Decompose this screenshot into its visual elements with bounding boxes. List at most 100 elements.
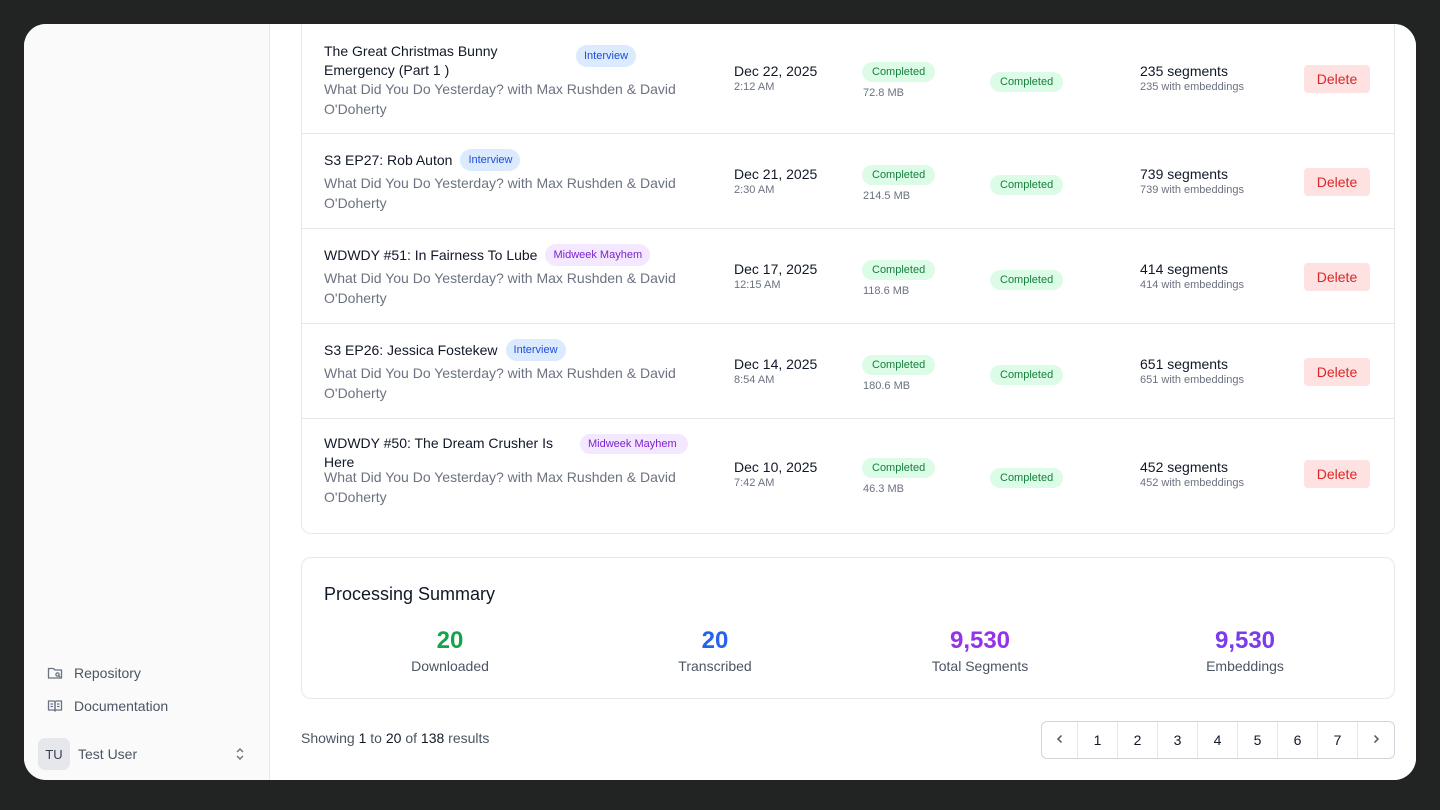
date-label: Dec 10, 2025 — [734, 459, 818, 475]
segment-count: 452 segments — [1140, 459, 1228, 475]
stat-downloaded: 20 Downloaded — [320, 626, 580, 674]
episode-title-cell: S3 EP27: Rob Auton Interview What Did Yo… — [324, 149, 690, 213]
status-badge: Completed — [862, 62, 936, 82]
segment-count: 235 segments — [1140, 63, 1228, 79]
podcast-name: What Did You Do Yesterday? with Max Rush… — [324, 81, 676, 117]
processing-summary: Processing Summary 20 Downloaded 20 Tran… — [301, 557, 1395, 699]
episode-title-cell: WDWDY #50: The Dream Crusher Is Here Mid… — [324, 434, 690, 507]
repository-icon — [46, 664, 64, 682]
avatar: TU — [38, 738, 70, 770]
published-date: Dec 14, 2025 8:54 AM — [734, 355, 817, 387]
user-menu[interactable]: TU Test User — [38, 737, 248, 771]
episode-title-cell: The Great Christmas Bunny Emergency (Par… — [324, 42, 690, 119]
sidebar-nav: Repository Documentation — [46, 656, 256, 722]
episode-title: S3 EP26: Jessica Fostekew — [324, 342, 498, 358]
podcast-name: What Did You Do Yesterday? with Max Rush… — [324, 270, 676, 306]
download-status: Completed 72.8 MB — [862, 62, 936, 99]
segments-info: 414 segments 414 with embeddings — [1140, 260, 1244, 292]
main-content: The Great Christmas Bunny Emergency (Par… — [270, 24, 1416, 780]
episode-title: S3 EP27: Rob Auton — [324, 152, 453, 168]
podcast-name: What Did You Do Yesterday? with Max Rush… — [324, 365, 676, 401]
prev-page-button[interactable] — [1042, 722, 1078, 758]
results-to-word: to — [370, 730, 382, 746]
delete-button[interactable]: Delete — [1304, 263, 1370, 291]
stat-label: Transcribed — [678, 658, 752, 674]
episode-title: WDWDY #51: In Fairness To Lube — [324, 247, 538, 263]
transcription-status: Completed — [990, 175, 1064, 195]
stat-value: 20 — [436, 627, 464, 654]
page-button-3[interactable]: 3 — [1158, 722, 1198, 758]
sidebar-link-repository[interactable]: Repository — [46, 656, 256, 689]
delete-button[interactable]: Delete — [1304, 460, 1370, 488]
podcast-name: What Did You Do Yesterday? with Max Rush… — [324, 469, 676, 505]
time-label: 12:15 AM — [734, 279, 781, 291]
delete-button[interactable]: Delete — [1304, 65, 1370, 93]
page-button-1[interactable]: 1 — [1078, 722, 1118, 758]
page-button-5[interactable]: 5 — [1238, 722, 1278, 758]
table-row[interactable]: The Great Christmas Bunny Emergency (Par… — [302, 24, 1394, 134]
episode-title-cell: WDWDY #51: In Fairness To Lube Midweek M… — [324, 244, 690, 308]
podcast-name: What Did You Do Yesterday? with Max Rush… — [324, 175, 676, 211]
user-name: Test User — [78, 746, 138, 762]
status-badge: Completed — [990, 175, 1064, 195]
status-badge: Completed — [990, 468, 1064, 488]
status-badge: Completed — [862, 165, 936, 185]
table-row[interactable]: WDWDY #51: In Fairness To Lube Midweek M… — [302, 229, 1394, 324]
segments-info: 235 segments 235 with embeddings — [1140, 62, 1244, 94]
segments-info: 739 segments 739 with embeddings — [1140, 165, 1244, 197]
transcription-status: Completed — [990, 365, 1064, 385]
delete-button[interactable]: Delete — [1304, 168, 1370, 196]
book-icon — [46, 697, 64, 715]
stat-value: 9,530 — [949, 627, 1011, 654]
stat-value: 20 — [701, 627, 729, 654]
time-label: 7:42 AM — [734, 477, 775, 489]
stat-label: Downloaded — [411, 658, 489, 674]
file-size: 72.8 MB — [863, 87, 904, 99]
status-badge: Completed — [990, 270, 1064, 290]
sidebar-link-label: Documentation — [74, 697, 169, 714]
stat-total-segments: 9,530 Total Segments — [850, 626, 1110, 674]
page-button-2[interactable]: 2 — [1118, 722, 1158, 758]
published-date: Dec 22, 2025 2:12 AM — [734, 62, 817, 94]
embedding-count: 414 with embeddings — [1140, 279, 1244, 291]
chevron-left-icon — [1053, 732, 1067, 749]
segments-info: 651 segments 651 with embeddings — [1140, 355, 1244, 387]
file-size: 180.6 MB — [863, 380, 911, 392]
table-row[interactable]: S3 EP27: Rob Auton Interview What Did Yo… — [302, 134, 1394, 229]
table-row[interactable]: WDWDY #50: The Dream Crusher Is Here Mid… — [302, 419, 1394, 533]
transcription-status: Completed — [990, 270, 1064, 290]
page-button-6[interactable]: 6 — [1278, 722, 1318, 758]
chevron-up-down-icon — [232, 746, 248, 762]
delete-button[interactable]: Delete — [1304, 358, 1370, 386]
status-badge: Completed — [990, 365, 1064, 385]
sidebar-link-documentation[interactable]: Documentation — [46, 689, 256, 722]
embedding-count: 651 with embeddings — [1140, 374, 1244, 386]
stat-transcribed: 20 Transcribed — [585, 626, 845, 674]
next-page-button[interactable] — [1358, 722, 1394, 758]
episode-title-cell: S3 EP26: Jessica Fostekew Interview What… — [324, 339, 690, 403]
results-count: Showing 1 to 20 of 138 results — [301, 730, 489, 746]
table-row[interactable]: S3 EP26: Jessica Fostekew Interview What… — [302, 324, 1394, 419]
embedding-count: 235 with embeddings — [1140, 81, 1244, 93]
transcription-status: Completed — [990, 72, 1064, 92]
category-badge: Interview — [505, 339, 566, 361]
episode-title: The Great Christmas Bunny Emergency (Par… — [324, 43, 498, 78]
published-date: Dec 17, 2025 12:15 AM — [734, 260, 817, 292]
page-button-7[interactable]: 7 — [1318, 722, 1358, 758]
published-date: Dec 21, 2025 2:30 AM — [734, 165, 817, 197]
download-status: Completed 118.6 MB — [862, 260, 936, 297]
date-label: Dec 22, 2025 — [734, 63, 818, 79]
category-badge: Interview — [576, 45, 637, 67]
results-from: 1 — [358, 730, 367, 746]
transcription-status: Completed — [990, 468, 1064, 488]
chevron-right-icon — [1369, 732, 1383, 749]
category-badge: Midweek Mayhem — [580, 434, 688, 454]
category-badge: Interview — [460, 149, 521, 171]
results-prefix: Showing — [301, 730, 355, 746]
time-label: 2:30 AM — [734, 184, 775, 196]
date-label: Dec 14, 2025 — [734, 356, 818, 372]
status-badge: Completed — [862, 458, 936, 478]
sidebar: Repository Documentation TU Test User — [24, 24, 270, 780]
page-button-4[interactable]: 4 — [1198, 722, 1238, 758]
segment-count: 651 segments — [1140, 356, 1228, 372]
